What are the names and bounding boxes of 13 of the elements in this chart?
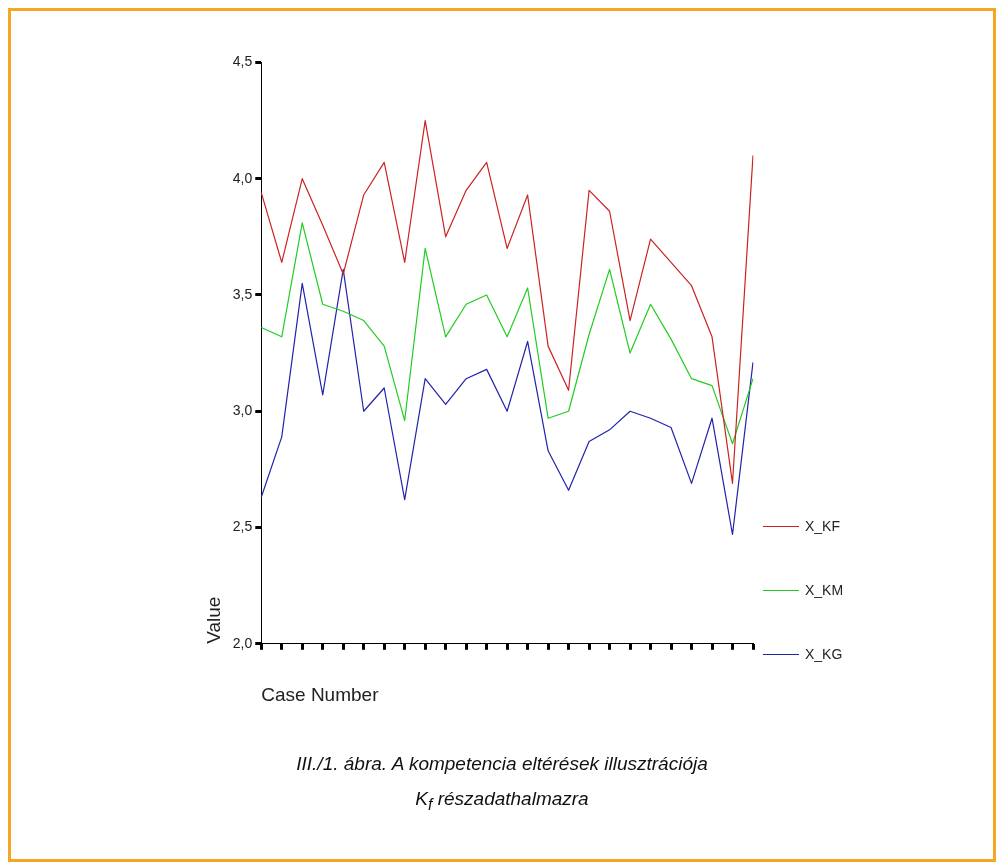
legend-label: X_KG: [805, 646, 843, 662]
legend-label: X_KF: [805, 518, 841, 534]
text: K$_{f}$ részadathalmazra: [414, 787, 590, 815]
y-tick-label: 4,0: [232, 169, 253, 186]
legend-label: X_KM: [805, 582, 844, 598]
y-tick-label: 2,5: [232, 518, 253, 535]
text: III./1. ábra. A kompetencia eltérések illusztrációja: [295, 752, 709, 776]
y-tick-label: 3,5: [232, 285, 253, 302]
y-tick-label: 4,5: [232, 53, 253, 70]
y-tick-label: 2,0: [232, 634, 253, 651]
y-tick-label: 3,0: [232, 402, 253, 419]
x-axis-title: Case Number: [261, 683, 380, 705]
y-axis-title: Value: [202, 596, 224, 644]
